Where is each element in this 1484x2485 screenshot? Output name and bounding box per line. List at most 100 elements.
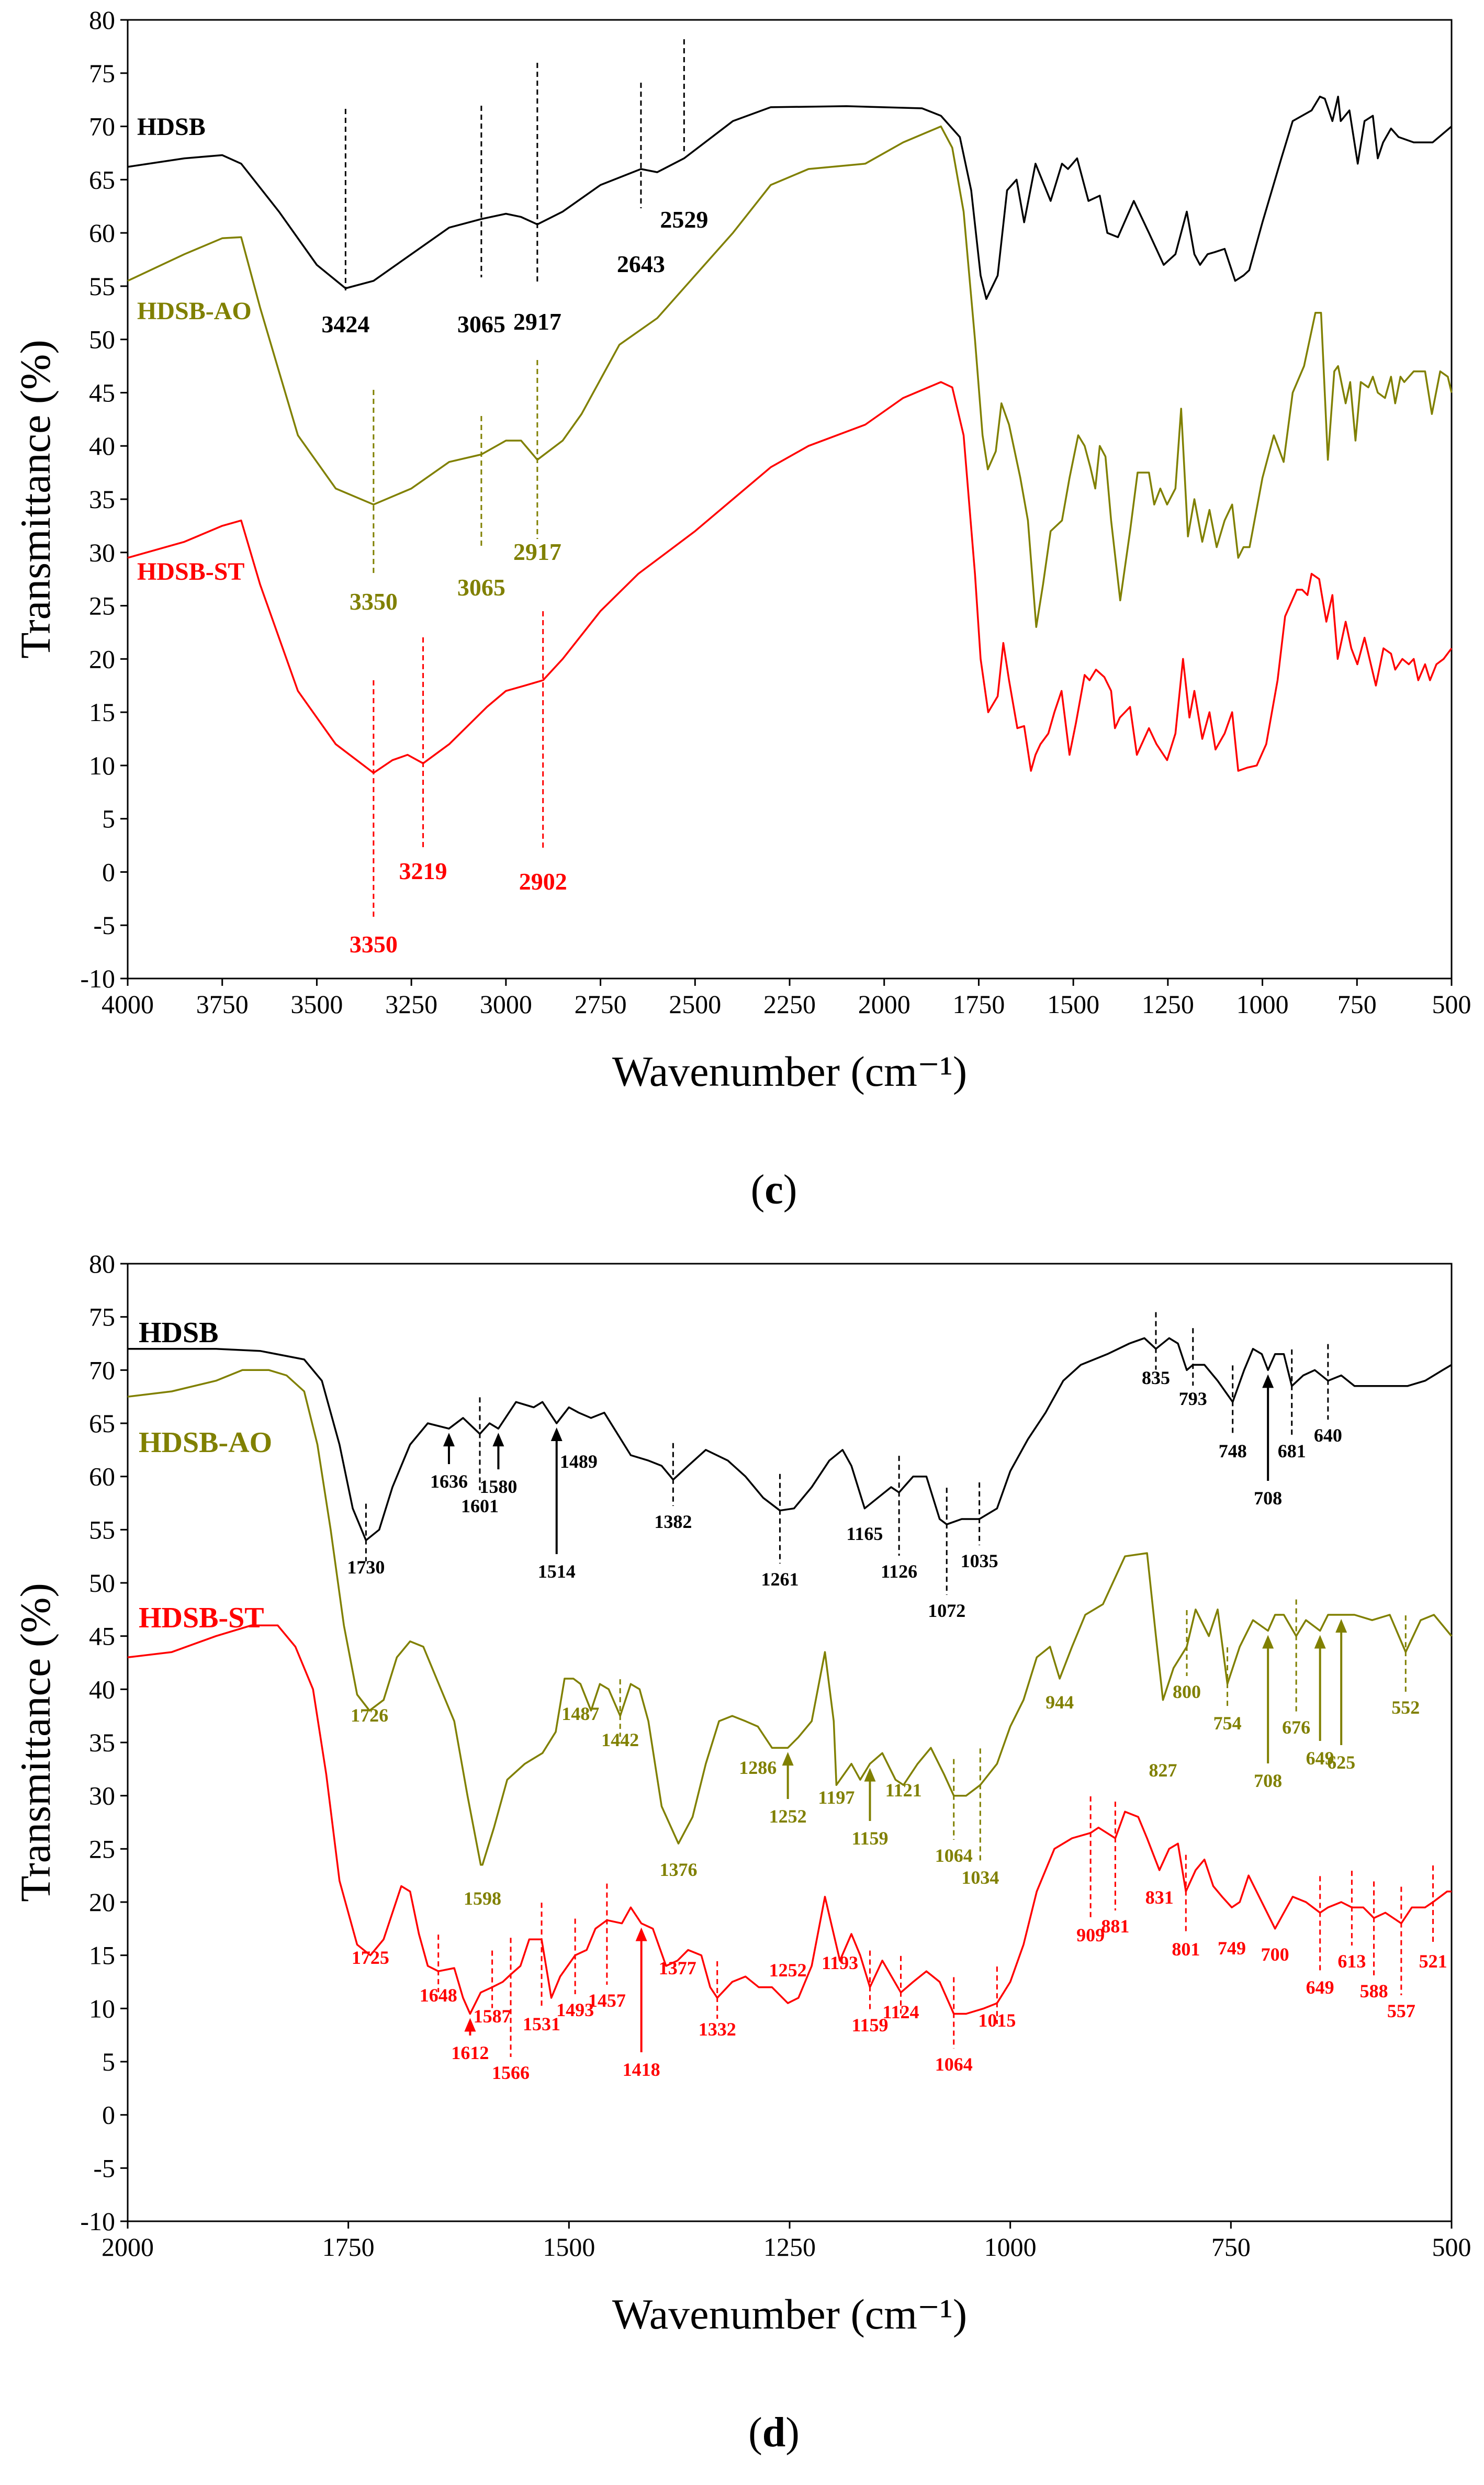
x-tick-label: 2000 xyxy=(102,2232,154,2262)
peak-label: 708 xyxy=(1254,1770,1282,1791)
annotation-arrowhead xyxy=(1262,1374,1274,1388)
peak-label: 1636 xyxy=(430,1471,468,1492)
annotation-arrowhead xyxy=(1262,1635,1274,1649)
peak-label: 1159 xyxy=(851,1828,888,1849)
peak-label: 754 xyxy=(1213,1713,1242,1734)
peak-label: 1489 xyxy=(560,1451,598,1472)
peak-label: 3219 xyxy=(399,858,447,884)
y-tick-label: 45 xyxy=(89,378,115,407)
peak-label: 1580 xyxy=(479,1476,517,1497)
x-tick-label: 2500 xyxy=(669,989,721,1019)
y-tick-label: 35 xyxy=(89,485,115,514)
peak-label: 1493 xyxy=(556,1999,594,2020)
peak-label: 2529 xyxy=(660,206,708,233)
x-tick-label: 1250 xyxy=(1142,989,1194,1019)
annotation-arrowhead xyxy=(492,1433,504,1447)
series-label-hdsb-st: HDSB-ST xyxy=(139,1602,264,1634)
peak-label: 1566 xyxy=(492,2062,530,2083)
peak-label: 835 xyxy=(1142,1367,1170,1388)
y-tick-label: 60 xyxy=(89,218,115,248)
x-tick-label: 500 xyxy=(1432,989,1471,1019)
peak-label: 1034 xyxy=(961,1867,999,1888)
peak-label: 1376 xyxy=(659,1859,697,1880)
x-tick-label: 3500 xyxy=(290,989,343,1019)
peak-label: 1124 xyxy=(883,2002,919,2022)
y-tick-label: 10 xyxy=(89,1994,115,2023)
peak-label: 3065 xyxy=(457,311,505,338)
panel-label-letter: c xyxy=(765,1167,783,1213)
y-tick-label: 10 xyxy=(89,751,115,780)
series-line-hdsb-ao xyxy=(127,125,1453,628)
panel-label-close: ) xyxy=(783,1167,797,1213)
panel-label-open: ( xyxy=(748,2410,762,2456)
peak-label: 1725 xyxy=(352,1947,389,1968)
y-tick-label: 80 xyxy=(89,1249,115,1278)
peak-label: 800 xyxy=(1173,1681,1201,1702)
plot-frame xyxy=(127,1263,1453,2222)
panel-label-close: ) xyxy=(785,2410,800,2456)
peak-label: 557 xyxy=(1387,2000,1415,2021)
peak-label: 640 xyxy=(1314,1425,1342,1446)
peak-label: 700 xyxy=(1261,1944,1289,1965)
peak-label: 3350 xyxy=(350,931,398,958)
peak-label: 1587 xyxy=(474,2006,511,2027)
annotation-arrowhead xyxy=(550,1427,563,1441)
x-tick-label: 1000 xyxy=(984,2232,1037,2262)
y-tick-label: 40 xyxy=(89,431,115,460)
series-label-hdsb-ao: HDSB-AO xyxy=(139,1426,272,1459)
y-tick-label: -5 xyxy=(93,910,115,940)
peak-label: 1121 xyxy=(885,1780,922,1801)
peak-label: 748 xyxy=(1219,1441,1247,1461)
y-tick-label: 55 xyxy=(89,272,115,301)
x-tick-label: 1750 xyxy=(322,2232,375,2262)
peak-label: 1730 xyxy=(347,1557,385,1578)
annotation-arrowhead xyxy=(443,1433,455,1447)
y-tick-label: 35 xyxy=(89,1728,115,1757)
peak-label: 1612 xyxy=(451,2042,489,2063)
peak-label: 1165 xyxy=(846,1523,883,1544)
peak-label: 708 xyxy=(1254,1488,1282,1509)
x-tick-label: 1500 xyxy=(1047,989,1099,1019)
peak-label: 1601 xyxy=(461,1496,499,1516)
peak-label: 1072 xyxy=(928,1600,965,1621)
panel-label-open: ( xyxy=(751,1167,765,1213)
peak-label: 793 xyxy=(1179,1388,1207,1409)
x-tick-label: 3000 xyxy=(480,989,532,1019)
series-label-hdsb-ao: HDSB-AO xyxy=(137,297,252,325)
y-axis-title: Transmittance (%) xyxy=(12,1583,59,1902)
x-axis-title: Wavenumber (cm⁻¹) xyxy=(612,1048,967,1095)
series-label-hdsb: HDSB xyxy=(137,113,206,141)
peak-label: 881 xyxy=(1101,1916,1129,1937)
peak-label: 1035 xyxy=(961,1550,998,1571)
y-tick-label: 30 xyxy=(89,538,115,567)
series-line-hdsb xyxy=(127,95,1453,300)
y-tick-label: 25 xyxy=(89,1834,115,1863)
peak-label: 1159 xyxy=(851,2015,888,2036)
peak-label: 1126 xyxy=(881,1561,917,1582)
panel-label-d: (d) xyxy=(748,2410,800,2456)
peak-label: 1252 xyxy=(769,1806,807,1827)
y-tick-label: 60 xyxy=(89,1462,115,1491)
peak-label: 1064 xyxy=(935,2054,973,2075)
y-tick-label: 70 xyxy=(89,112,115,141)
y-axis-title: Transmittance (%) xyxy=(12,340,59,659)
peak-label: 2902 xyxy=(519,868,567,895)
x-axis-title: Wavenumber (cm⁻¹) xyxy=(612,2290,967,2338)
peak-label: 1332 xyxy=(699,2019,736,2040)
x-tick-label: 2250 xyxy=(763,989,816,1019)
peak-label: 801 xyxy=(1172,1939,1200,1960)
peak-label: 1382 xyxy=(654,1511,692,1532)
y-tick-label: 20 xyxy=(89,644,115,673)
y-tick-label: 30 xyxy=(89,1781,115,1811)
peak-label: 1514 xyxy=(538,1561,576,1582)
y-tick-label: 65 xyxy=(89,165,115,194)
peak-label: 2643 xyxy=(617,251,665,277)
series-line-hdsb-ao xyxy=(127,1369,1453,1866)
y-tick-label: 0 xyxy=(102,857,115,886)
x-tick-label: 4000 xyxy=(102,989,154,1019)
peak-label: 909 xyxy=(1076,1925,1105,1946)
x-tick-label: 750 xyxy=(1211,2232,1251,2262)
y-tick-label: 50 xyxy=(89,325,115,354)
peak-label: 1193 xyxy=(822,1952,858,1973)
ftir-chart-panel-c: 4000 3750 3500 3250 3000 2750 2500 2250 2000 1750… xyxy=(12,5,1471,1213)
